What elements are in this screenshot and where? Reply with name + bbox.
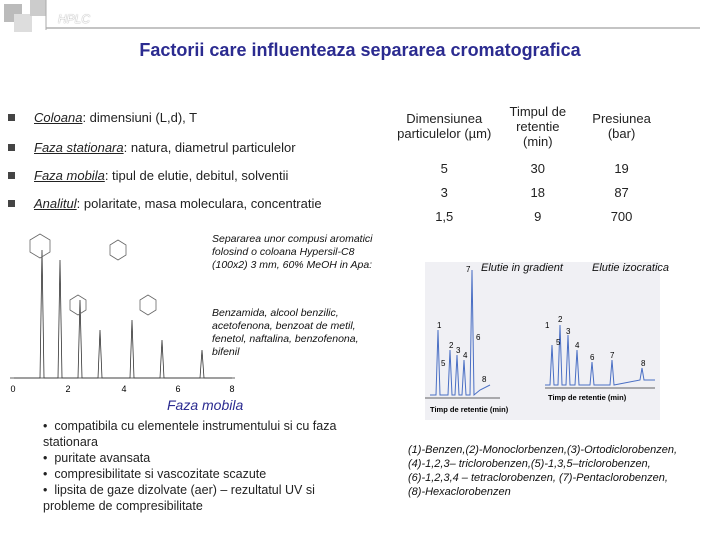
peak-label: 5 (441, 359, 446, 368)
list-item: • compatibila cu elementele instrumentul… (43, 419, 337, 449)
bullet: Faza mobila: tipul de elutie, debitul, s… (7, 168, 289, 183)
section-title: Faza mobila (167, 397, 244, 413)
x-tick: 6 (175, 384, 180, 394)
peak-label: 3 (566, 327, 571, 336)
cell: 87 (614, 184, 629, 200)
term: Faza stationara (34, 140, 124, 155)
x-axis-label: Timp de retentie (min) (430, 405, 509, 414)
bullet: Coloana: dimensiuni (L,d), T (7, 110, 198, 125)
header-cell: Dimensiunea particulelor (µm) (397, 111, 492, 141)
cell: 700 (610, 208, 633, 224)
item-text: compresibilitate si vascozitate scazute (54, 467, 267, 481)
list-item: • puritate avansata (43, 451, 151, 465)
peak-label: 4 (463, 351, 468, 360)
bullet: Analitul: polaritate, masa moleculara, c… (8, 196, 322, 211)
cell: 19 (614, 160, 629, 176)
peak-label: 7 (610, 351, 615, 360)
peak-label: 6 (590, 353, 595, 362)
legend-line: (8)-Hexaclorobenzen (408, 486, 511, 498)
title: Factorii care influenteaza separarea cro… (139, 40, 581, 60)
header-cell: Presiunea (bar) (592, 111, 651, 141)
peak-label: 1 (437, 321, 442, 330)
isocratic-label: Elutie izocratica (592, 262, 670, 274)
text: : natura, diametrul particulelor (123, 140, 296, 155)
peak-label: 2 (558, 315, 563, 324)
cell: 18 (530, 184, 546, 200)
x-axis-label: Timp de retentie (min) (548, 393, 627, 402)
cell: 5 (440, 160, 448, 176)
cell: 3 (440, 184, 448, 200)
peak-label: 5 (556, 338, 561, 347)
list-item: • lipsita de gaze dizolvate (aer) – rezu… (43, 483, 315, 513)
header-cell: Timpul de retentie (min) (509, 103, 567, 149)
table: Dimensiunea particulelor (µm) Timpul de … (392, 96, 664, 228)
header-label: HPLC (58, 12, 91, 26)
peak-label: 6 (476, 333, 481, 342)
caption: Separarea unor compusi aromatici folosin… (212, 233, 373, 271)
text: : dimensiuni (L,d), T (82, 110, 198, 125)
peak-label: 2 (449, 341, 454, 350)
list-item: • compresibilitate si vascozitate scazut… (43, 467, 267, 481)
legend-line: (1)-Benzen,(2)-Monoclorbenzen,(3)-Ortodi… (408, 444, 678, 456)
peak-label: 4 (575, 341, 580, 350)
cell: 9 (534, 208, 542, 224)
text: : tipul de elutie, debitul, solventii (104, 168, 289, 183)
x-tick: 0 (10, 384, 15, 394)
term: Faza mobila (34, 168, 105, 183)
gradient-label: Elutie in gradient (481, 262, 563, 274)
x-tick: 8 (229, 384, 234, 394)
term: Coloana (34, 110, 83, 125)
peak-label: 8 (482, 375, 487, 384)
cell: 30 (530, 160, 546, 176)
compounds: Benzamida, alcool benzilic, acetofenona,… (212, 307, 359, 358)
peak-label: 3 (456, 346, 461, 355)
item-text: lipsita de gaze dizolvate (aer) – rezult… (43, 483, 315, 513)
legend-line: (6)-1,2,3,4 – tetraclorobenzen, (7)-Pent… (408, 472, 668, 484)
legend-line: (4)-1,2,3– triclorobenzen,(5)-1,3,5–tric… (408, 458, 651, 470)
peak-label: 7 (466, 265, 471, 274)
mobile-phase-list: • compatibila cu elementele instrumentul… (43, 418, 363, 514)
item-text: puritate avansata (54, 451, 151, 465)
item-text: compatibila cu elementele instrumentului… (43, 419, 337, 449)
text: : polaritate, masa moleculara, concentra… (76, 196, 322, 211)
legend: (1)-Benzen,(2)-Monoclorbenzen,(3)-Ortodi… (408, 443, 718, 499)
x-tick: 4 (121, 384, 126, 394)
peak-label: 8 (641, 359, 646, 368)
peak-label: 1 (545, 321, 550, 330)
term: Analitul (34, 196, 77, 211)
cell: 1,5 (435, 208, 454, 224)
bullet: Faza stationara: natura, diametrul parti… (8, 140, 296, 155)
x-tick: 2 (65, 384, 70, 394)
